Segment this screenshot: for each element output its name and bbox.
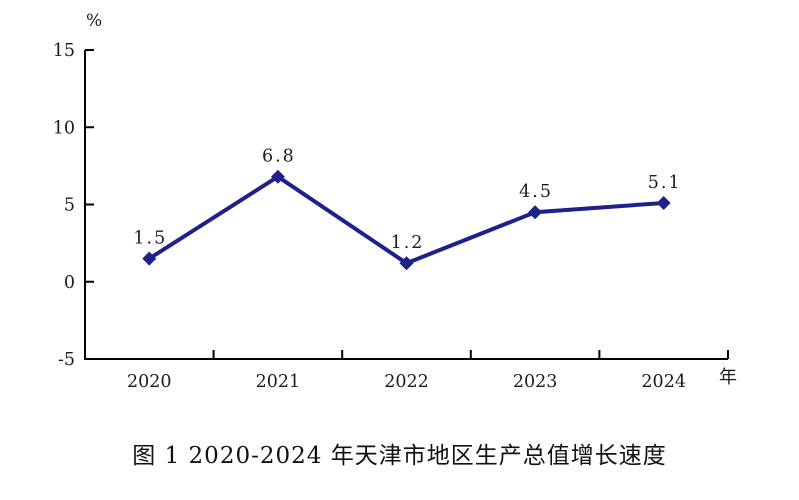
- data-point-marker: [142, 251, 157, 266]
- y-axis-tick-label: -5: [58, 350, 75, 370]
- x-axis-tick-label: 2022: [384, 372, 429, 392]
- axis-frame: [84, 50, 728, 360]
- y-axis-tick-label: 0: [64, 273, 75, 293]
- y-axis-unit-label: %: [86, 11, 103, 31]
- line-chart-canvas: 15 10 5 0 -5 2020 2021 2022 2023 2024 1.5 6.8 1.2 4.5…: [53, 41, 729, 392]
- data-point-label: 1.2: [391, 233, 425, 253]
- x-axis-tick-label: 2023: [513, 372, 558, 392]
- y-axis-tick-label: 15: [53, 41, 75, 61]
- data-point-label: 6.8: [262, 147, 296, 167]
- y-axis-tick-label: 10: [53, 118, 75, 138]
- data-point-label: 5.1: [648, 173, 682, 193]
- chart-caption: 图 1 2020-2024 年天津市地区生产总值增长速度: [132, 443, 667, 469]
- plot-area: % 15 10 5 0 -5 2020 2021 2022 2023 2024 1.5 6.8 1.2 4…: [53, 11, 737, 393]
- data-point-marker: [399, 256, 414, 271]
- x-axis-unit-label: 年: [719, 367, 737, 388]
- data-point-label: 1.5: [133, 229, 167, 249]
- x-axis-tick-label: 2020: [127, 372, 172, 392]
- y-axis-tick-label: 5: [64, 196, 75, 216]
- data-point-label: 4.5: [519, 182, 553, 202]
- data-point-marker: [656, 195, 671, 210]
- x-axis-tick-label: 2021: [256, 372, 301, 392]
- x-axis-tick-label: 2024: [641, 372, 686, 392]
- data-point-marker: [270, 169, 285, 184]
- data-point-marker: [528, 205, 543, 220]
